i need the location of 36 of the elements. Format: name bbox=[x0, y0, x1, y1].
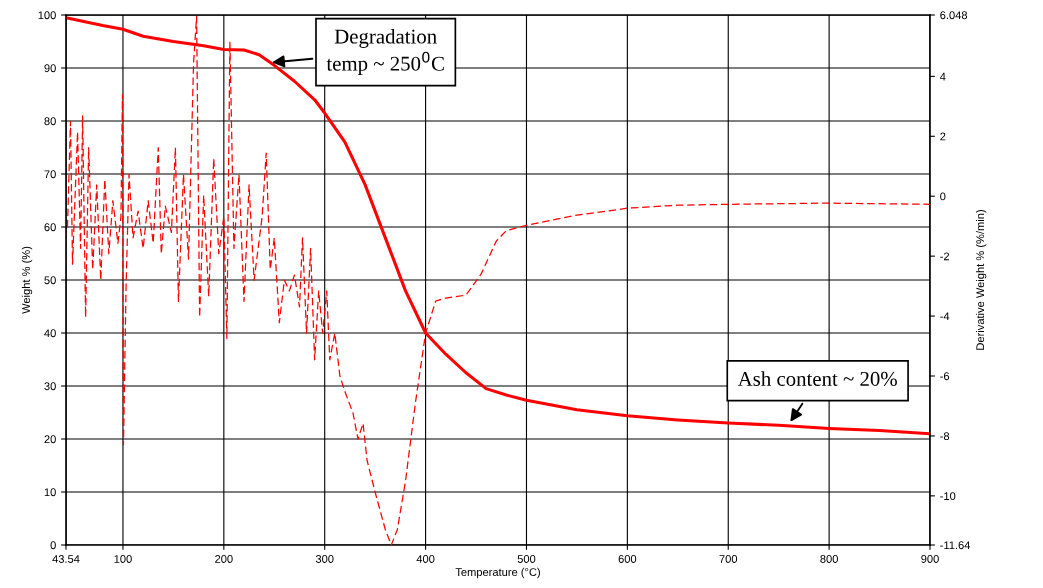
y2-tick-label: -2 bbox=[940, 252, 950, 261]
y2-tick-label: 6.048 bbox=[940, 11, 968, 20]
y-tick-label: 10 bbox=[44, 488, 56, 497]
y2-tick-label: -8 bbox=[940, 432, 950, 441]
x-tick-label: 600 bbox=[618, 555, 637, 563]
y-tick-label: 80 bbox=[44, 117, 56, 126]
y-tick-label: 30 bbox=[44, 382, 56, 391]
y2-tick-label: 0 bbox=[940, 192, 946, 201]
annotation: Degradation temp ~ 250$^{0}$C bbox=[326, 28, 444, 75]
x-tick-label: 300 bbox=[315, 555, 334, 563]
y-tick-label: 50 bbox=[44, 276, 56, 285]
x-axis-title: Temperature (°C) bbox=[455, 567, 540, 579]
x-tick-label: 900 bbox=[921, 555, 939, 563]
y2-tick-label: -4 bbox=[940, 312, 950, 321]
x-tick-label: 500 bbox=[517, 555, 536, 563]
x-tick-label: 100 bbox=[114, 555, 132, 563]
y-tick-label: 70 bbox=[44, 170, 56, 179]
y-tick-label: 90 bbox=[44, 64, 56, 73]
y-tick-label: 40 bbox=[44, 329, 56, 338]
y-tick-label: 20 bbox=[44, 435, 56, 444]
x-tick-label: 800 bbox=[820, 555, 838, 563]
x-tick-label: 43.54 bbox=[52, 555, 80, 563]
y-tick-label: 0 bbox=[50, 541, 56, 550]
y2-axis-title: Derivative Weight % (%/min) bbox=[975, 210, 987, 350]
x-tick-label: 700 bbox=[719, 555, 738, 563]
y-tick-label: 60 bbox=[44, 223, 56, 232]
y-tick-label: 100 bbox=[38, 11, 56, 20]
y2-tick-label: -11.64 bbox=[940, 541, 971, 550]
y-axis-title: Weight % (%) bbox=[21, 246, 33, 314]
y2-tick-label: 2 bbox=[940, 132, 946, 141]
y2-tick-label: 4 bbox=[939, 72, 946, 81]
y2-tick-label: -6 bbox=[940, 372, 950, 381]
x-tick-label: 200 bbox=[215, 555, 233, 563]
annotation: Ash content ~ 20% bbox=[737, 371, 897, 386]
y2-tick-label: -10 bbox=[940, 492, 956, 500]
x-tick-label: 400 bbox=[416, 555, 435, 563]
